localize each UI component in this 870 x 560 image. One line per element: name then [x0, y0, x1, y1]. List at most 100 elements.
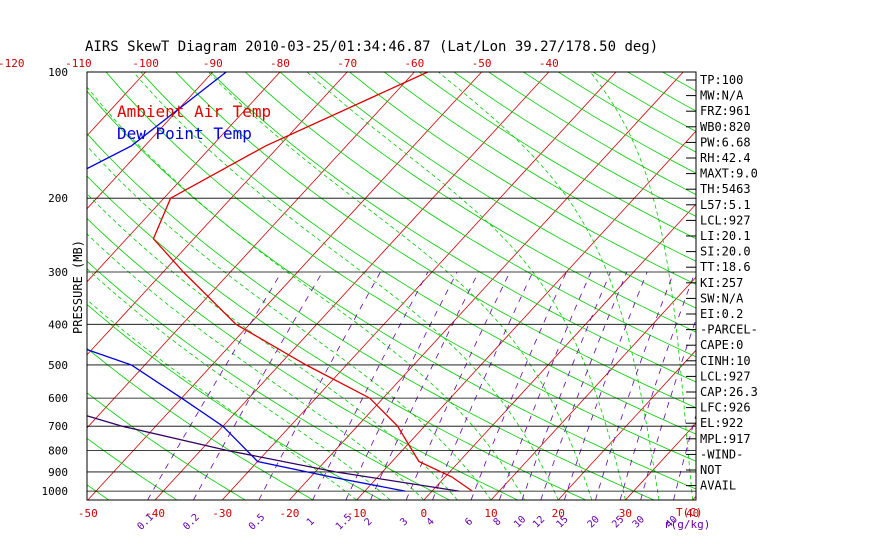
- index-label: KI:257: [700, 276, 743, 290]
- mixing-ratio-label: 8: [492, 516, 504, 528]
- index-label: TH:5463: [700, 182, 751, 196]
- temp-tick-top: -60: [404, 57, 424, 70]
- r-unit-label: r(g/kg): [664, 518, 710, 531]
- parcel-line: [87, 415, 459, 492]
- dry-adiabat-line: [314, 72, 696, 309]
- dry-adiabat-line: [662, 72, 696, 92]
- index-label: TT:18.6: [700, 260, 751, 274]
- moist-adiabat-line: [306, 72, 626, 500]
- mixing-ratio-line: [432, 271, 534, 500]
- dry-adiabat-line: [87, 133, 655, 500]
- pressure-tick-label: 400: [48, 318, 68, 331]
- temp-tick-bottom: 0: [421, 507, 428, 520]
- temp-tick-bottom: -50: [78, 507, 98, 520]
- mixing-ratio-line: [147, 271, 283, 500]
- mixing-ratio-label: 12: [531, 514, 547, 530]
- mixing-ratio-line: [470, 271, 567, 500]
- dry-adiabat-line: [87, 392, 246, 500]
- dry-adiabat-line: [87, 484, 110, 500]
- isotherm-line: [221, 72, 617, 500]
- index-label: L57:5.1: [700, 198, 751, 212]
- index-label: SW:N/A: [700, 291, 744, 305]
- mixing-ratio-label: 10: [512, 514, 528, 530]
- index-label: CAP:26.3: [700, 385, 758, 399]
- temp-tick-bottom: -40: [145, 507, 165, 520]
- isotherm-line: [87, 72, 415, 429]
- temp-tick-bottom: 10: [484, 507, 497, 520]
- index-label: -WIND-: [700, 447, 743, 461]
- isotherm-line: [827, 72, 870, 500]
- index-label: RH:42.4: [700, 151, 751, 165]
- mixing-ratio-line: [193, 271, 323, 500]
- dry-adiabat-line: [453, 72, 696, 217]
- mixing-ratio-label: 20: [586, 514, 602, 530]
- mixing-ratio-line: [499, 271, 592, 500]
- temperature-axis: -50 -40 -30 -20 -10 0 10 20 30 40-120 -110 -100 -90-…: [0, 57, 699, 520]
- moist-adiabat-line: [133, 72, 559, 500]
- temp-tick-bottom: -30: [212, 507, 232, 520]
- dry-adiabat-line: [87, 347, 314, 500]
- dry-adiabat-line: [279, 72, 696, 333]
- isotherm-line: [87, 72, 482, 500]
- mixing-ratio-line: [405, 271, 511, 500]
- dry-adiabat-line: [349, 72, 696, 285]
- grid-lines: [0, 72, 870, 500]
- temp-tick-bottom: -20: [279, 507, 299, 520]
- mixing-ratio-label: 0.2: [181, 512, 202, 533]
- index-label: LCL:927: [700, 369, 751, 383]
- mixing-ratio-label: 2: [363, 516, 375, 528]
- temp-tick-top: -120: [0, 57, 24, 70]
- temp-tick-bottom: 40: [686, 507, 699, 520]
- index-label: CAPE:0: [700, 338, 743, 352]
- dry-adiabat-line: [87, 260, 450, 500]
- mixing-ratio-label: 1: [305, 516, 317, 528]
- temp-tick-top: -100: [132, 57, 159, 70]
- pressure-tick-label: 700: [48, 420, 68, 433]
- index-label: LCL:927: [700, 213, 751, 227]
- pressure-tick-label: 200: [48, 192, 68, 205]
- index-label: SI:20.0: [700, 245, 751, 259]
- ambient-temp-line: [152, 72, 473, 492]
- index-label: WB0:820: [700, 120, 751, 134]
- mixing-ratio-label: 6: [463, 516, 475, 528]
- temp-tick-bottom: 20: [552, 507, 565, 520]
- legend-ambient: Ambient Air Temp: [117, 102, 271, 121]
- plot-frame: [86, 71, 697, 501]
- isotherm-line: [760, 72, 870, 500]
- mixing-ratio-line: [595, 271, 675, 500]
- profile-lines: [87, 72, 473, 492]
- pressure-tick-label: 800: [48, 445, 68, 458]
- mixing-ratio-line: [564, 271, 648, 500]
- mixing-ratio-line: [370, 271, 479, 500]
- mixing-ratio-line: [619, 271, 696, 500]
- index-label: MAXT:9.0: [700, 167, 758, 181]
- index-label: AVAIL: [700, 479, 736, 493]
- moist-adiabat-line: [87, 299, 357, 500]
- index-label: PW:6.68: [700, 135, 751, 149]
- isotherm-line: [289, 72, 684, 500]
- mixing-ratio-line: [345, 271, 458, 500]
- y-axis-label: PRESSURE (MB): [71, 240, 85, 334]
- mixing-ratio-label: 4: [425, 516, 437, 528]
- dry-adiabat-line: [175, 72, 696, 409]
- moist-adiabat-line: [87, 268, 391, 500]
- moist-adiabat-line: [589, 72, 693, 500]
- temp-tick-top: -40: [539, 57, 559, 70]
- chart-title: AIRS SkewT Diagram 2010-03-25/01:34:46.8…: [85, 39, 658, 55]
- isotherm-line: [87, 72, 214, 210]
- isotherm-line: [87, 72, 348, 356]
- dry-adiabat-line: [87, 90, 696, 490]
- dry-adiabat-line: [87, 217, 518, 500]
- mixing-ratio-label: 0.5: [247, 512, 268, 533]
- index-label: LFC:926: [700, 401, 751, 415]
- isotherm-line: [0, 72, 78, 500]
- dry-adiabat-line: [523, 72, 696, 174]
- mixing-ratio-line: [521, 271, 611, 500]
- index-label: MPL:917: [700, 432, 751, 446]
- isotherm-line: [0, 72, 11, 500]
- dry-adiabat-line: [87, 437, 178, 500]
- mixing-ratio-label: 3: [398, 516, 410, 528]
- isotherm-line: [625, 422, 696, 500]
- index-label: MW:N/A: [700, 89, 744, 103]
